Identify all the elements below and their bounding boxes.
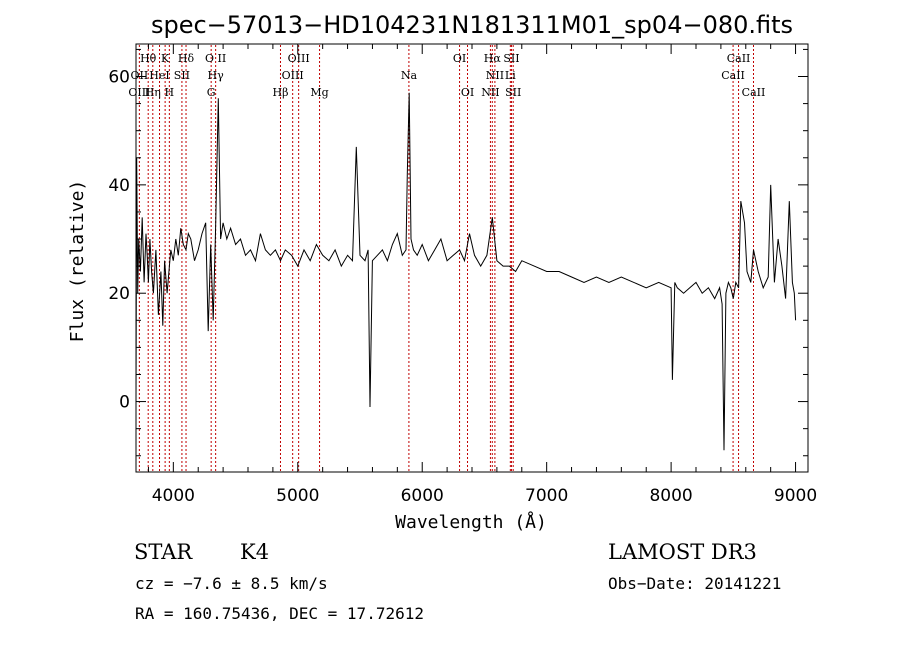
object-class: STAR bbox=[134, 540, 193, 564]
line-label-top-6: Hα bbox=[484, 52, 502, 65]
y-tick-label-2: 40 bbox=[108, 176, 130, 196]
line-label-bot-0: OIII bbox=[128, 86, 150, 99]
line-label-top-1: K bbox=[161, 52, 170, 65]
y-axis-label: Flux (relative) bbox=[67, 180, 88, 343]
line-label-bot-5: Mg bbox=[310, 86, 328, 99]
line-label-mid-6: NII bbox=[486, 69, 504, 82]
x-tick-label-5: 9000 bbox=[774, 486, 817, 506]
line-label-mid-2: SII bbox=[174, 69, 190, 82]
line-label-mid-5: Na bbox=[401, 69, 418, 82]
line-label-mid-4: OIII bbox=[282, 69, 304, 82]
line-label-bot-8: SII bbox=[505, 86, 521, 99]
x-tick-label-2: 6000 bbox=[401, 486, 444, 506]
spectrum-line bbox=[135, 92, 797, 451]
obs-date: Obs−Date: 20141221 bbox=[608, 574, 782, 593]
line-label-bot-9: CaII bbox=[742, 86, 766, 99]
line-label-top-3: O II bbox=[205, 52, 226, 65]
line-label-mid-3: Hγ bbox=[208, 69, 225, 82]
line-label-bot-2: H bbox=[165, 86, 175, 99]
y-tick-label-0: 0 bbox=[119, 393, 130, 413]
line-label-top-4: OIII bbox=[288, 52, 310, 65]
coordinates: RA = 160.75436, DEC = 17.72612 bbox=[135, 604, 424, 623]
line-label-top-7: SII bbox=[503, 52, 519, 65]
x-tick-label-1: 5000 bbox=[276, 486, 319, 506]
plot-frame bbox=[135, 43, 809, 473]
line-label-mid-7: Li bbox=[505, 69, 516, 82]
line-label-mid-1: HeI bbox=[149, 69, 169, 82]
line-label-top-0: Hθ bbox=[140, 52, 157, 65]
y-tick-label-3: 60 bbox=[108, 68, 130, 88]
line-label-bot-3: G bbox=[207, 86, 216, 99]
survey-name: LAMOST DR3 bbox=[608, 540, 757, 564]
line-label-bot-1: Hη bbox=[145, 86, 161, 99]
line-label-mid-8: CaII bbox=[721, 69, 745, 82]
line-label-top-2: Hδ bbox=[178, 52, 195, 65]
x-tick-label-3: 7000 bbox=[525, 486, 568, 506]
x-tick-label-0: 4000 bbox=[152, 486, 195, 506]
chart-title: spec−57013−HD104231N181311M01_sp04−080.f… bbox=[151, 11, 793, 39]
spectral-subclass: K4 bbox=[240, 540, 270, 564]
line-label-bot-7: NII bbox=[481, 86, 499, 99]
line-label-bot-6: OI bbox=[461, 86, 474, 99]
x-tick-label-4: 8000 bbox=[649, 486, 692, 506]
redshift-cz: cz = −7.6 ± 8.5 km/s bbox=[135, 574, 328, 593]
line-label-top-5: OI bbox=[453, 52, 466, 65]
y-tick-label-1: 20 bbox=[108, 284, 130, 304]
line-label-mid-0: OII bbox=[131, 69, 149, 82]
line-label-top-8: CaII bbox=[727, 52, 751, 65]
line-label-bot-4: Hβ bbox=[273, 86, 289, 99]
x-axis-label: Wavelength (Å) bbox=[395, 511, 547, 533]
axis-ticks: 4000 5000 6000 7000 8000 9000 0 20 40 60 bbox=[108, 44, 817, 506]
